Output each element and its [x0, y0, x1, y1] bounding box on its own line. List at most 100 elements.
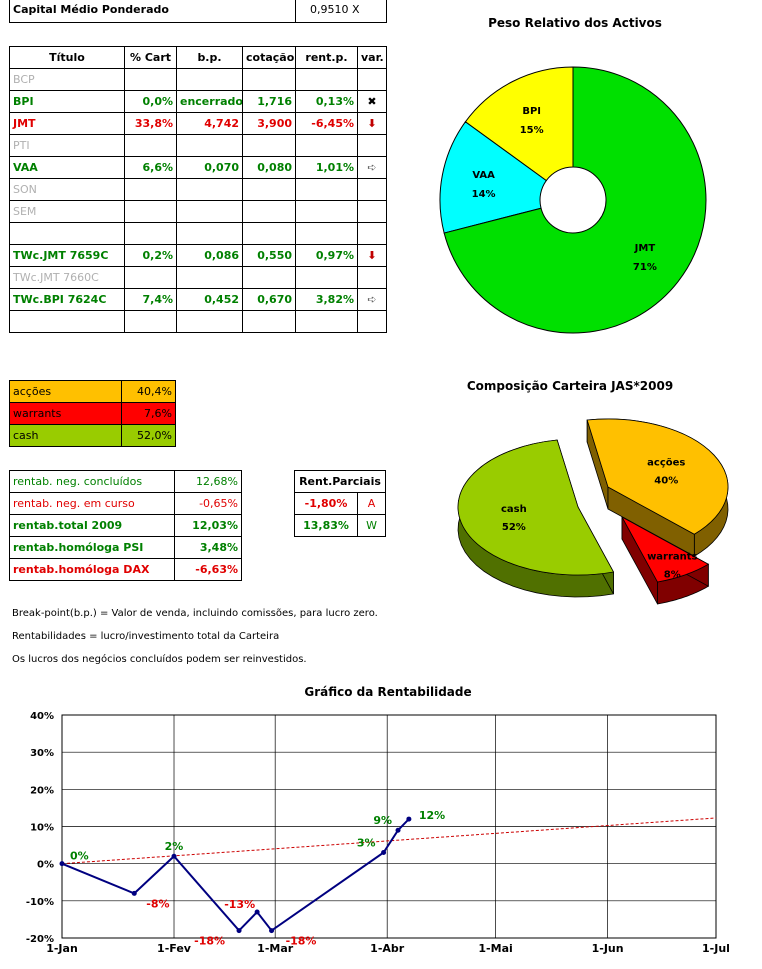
composition-value: 7,6% — [121, 402, 176, 425]
cell-rent — [295, 222, 358, 245]
cell-titulo: SEM — [9, 200, 125, 223]
composition-row: warrants 7,6% — [9, 402, 176, 425]
cell-rent — [295, 200, 358, 223]
table-row: JMT 33,8% 4,742 3,900 -6,45% ⬇ — [9, 112, 387, 135]
pie3d-label: cash — [501, 504, 527, 515]
rentab-label: rentab.homóloga DAX — [9, 558, 175, 581]
rentab-row: rentab. neg. em curso -0,65% — [9, 492, 242, 515]
composition-value: 52,0% — [121, 424, 176, 447]
cell-bp — [176, 134, 243, 157]
parcial-a-value: -1,80% — [294, 492, 358, 515]
y-tick-label: 30% — [30, 748, 54, 759]
cell-cotacao — [242, 222, 296, 245]
table-row: VAA 6,6% 0,070 0,080 1,01% ➪ — [9, 156, 387, 179]
donut-label: JMT — [634, 243, 656, 254]
donut-slice-jmt — [443, 66, 707, 334]
titles-table: Título % Cart b.p. cotação rent.p. var. … — [9, 46, 387, 333]
cell-bp: encerrado — [176, 90, 243, 113]
rentab-value: -0,65% — [174, 492, 242, 515]
rentab-row: rentab.total 2009 12,03% — [9, 514, 242, 537]
cell-var: ⬇ — [357, 244, 387, 267]
cell-var — [357, 200, 387, 223]
table-row — [9, 310, 387, 333]
capital-box: Capital Médio Ponderado 0,9510 X — [9, 0, 387, 23]
rentab-value: -6,63% — [174, 558, 242, 581]
series-point — [171, 853, 177, 859]
cell-cart — [124, 134, 177, 157]
rentab-table: rentab. neg. concluídos 12,68% rentab. neg… — [9, 470, 242, 581]
cell-cotacao: 0,080 — [242, 156, 296, 179]
x-tick-label: 1-Mar — [257, 942, 294, 955]
cell-bp: 0,086 — [176, 244, 243, 267]
cell-cotacao — [242, 134, 296, 157]
pie3d-chart: Composição Carteira JAS*2009 acções 40% wa… — [457, 379, 729, 605]
cell-bp — [176, 178, 243, 201]
donut-value-label: 71% — [633, 262, 657, 273]
cell-rent: 3,82% — [295, 288, 358, 311]
rentab-row: rentab.homóloga PSI 3,48% — [9, 536, 242, 559]
header-rent: rent.p. — [295, 46, 358, 69]
donut-title: Peso Relativo dos Activos — [488, 16, 662, 30]
capital-value: 0,9510 X — [310, 3, 360, 16]
header-bp: b.p. — [176, 46, 243, 69]
y-tick-label: 10% — [30, 823, 54, 834]
data-label: 12% — [419, 809, 445, 822]
cell-titulo: TWc.JMT 7660C — [9, 266, 125, 289]
rentab-value: 12,03% — [174, 514, 242, 537]
cell-cart: 0,2% — [124, 244, 177, 267]
pie3d-value-label: 8% — [664, 569, 681, 580]
composition-value: 40,4% — [121, 380, 176, 403]
y-tick-label: 0% — [37, 860, 54, 871]
cell-cotacao: 0,670 — [242, 288, 296, 311]
rentab-row: rentab. neg. concluídos 12,68% — [9, 470, 242, 493]
pie3d-slice-accoes — [586, 418, 729, 535]
header-cart: % Cart — [124, 46, 177, 69]
composition-label: cash — [9, 424, 122, 447]
x-tick-label: 1-Mai — [478, 942, 512, 955]
table-header-row: Título % Cart b.p. cotação rent.p. var. — [9, 46, 387, 69]
cell-titulo: TWc.BPI 7624C — [9, 288, 125, 311]
header-var: var. — [357, 46, 387, 69]
cell-titulo: TWc.JMT 7659C — [9, 244, 125, 267]
donut-value-label: 14% — [472, 189, 496, 200]
parcial-w-tag: W — [356, 514, 387, 537]
x-tick-label: 1-Abr — [370, 942, 405, 955]
cell-cart — [124, 68, 177, 91]
cell-var — [357, 134, 387, 157]
series-point — [269, 928, 275, 934]
pie3d-value-label: 52% — [502, 522, 526, 533]
rentab-label: rentab. neg. concluídos — [9, 470, 175, 493]
cell-var: ✖ — [357, 90, 387, 113]
table-row — [9, 222, 387, 245]
cell-var — [357, 310, 387, 333]
data-label: -18% — [194, 935, 225, 948]
data-label: 9% — [373, 814, 392, 827]
cell-cotacao — [242, 200, 296, 223]
note-lucros: Os lucros dos negócios concluídos podem … — [12, 654, 307, 665]
cell-titulo: PTI — [9, 134, 125, 157]
capital-label: Capital Médio Ponderado — [13, 3, 169, 16]
cell-cart — [124, 310, 177, 333]
pie3d-value-label: 40% — [654, 475, 678, 486]
x-tick-label: 1-Fev — [157, 942, 192, 955]
pie3d-label: acções — [647, 457, 685, 468]
cell-rent — [295, 68, 358, 91]
cell-rent: 0,13% — [295, 90, 358, 113]
cell-bp — [176, 266, 243, 289]
cell-bp — [176, 310, 243, 333]
cell-cart: 6,6% — [124, 156, 177, 179]
donut-value-label: 15% — [520, 125, 544, 136]
composition-label: acções — [9, 380, 122, 403]
cell-var — [357, 178, 387, 201]
parcial-w-value: 13,83% — [294, 514, 358, 537]
capital-divider — [295, 0, 296, 22]
cell-var: ⬇ — [357, 112, 387, 135]
cell-bp — [176, 68, 243, 91]
cell-var — [357, 266, 387, 289]
composition-row: cash 52,0% — [9, 424, 176, 447]
series-point — [381, 850, 387, 856]
series-point — [406, 816, 412, 822]
series-point — [131, 890, 137, 896]
cell-bp — [176, 200, 243, 223]
trend-line — [61, 817, 717, 865]
